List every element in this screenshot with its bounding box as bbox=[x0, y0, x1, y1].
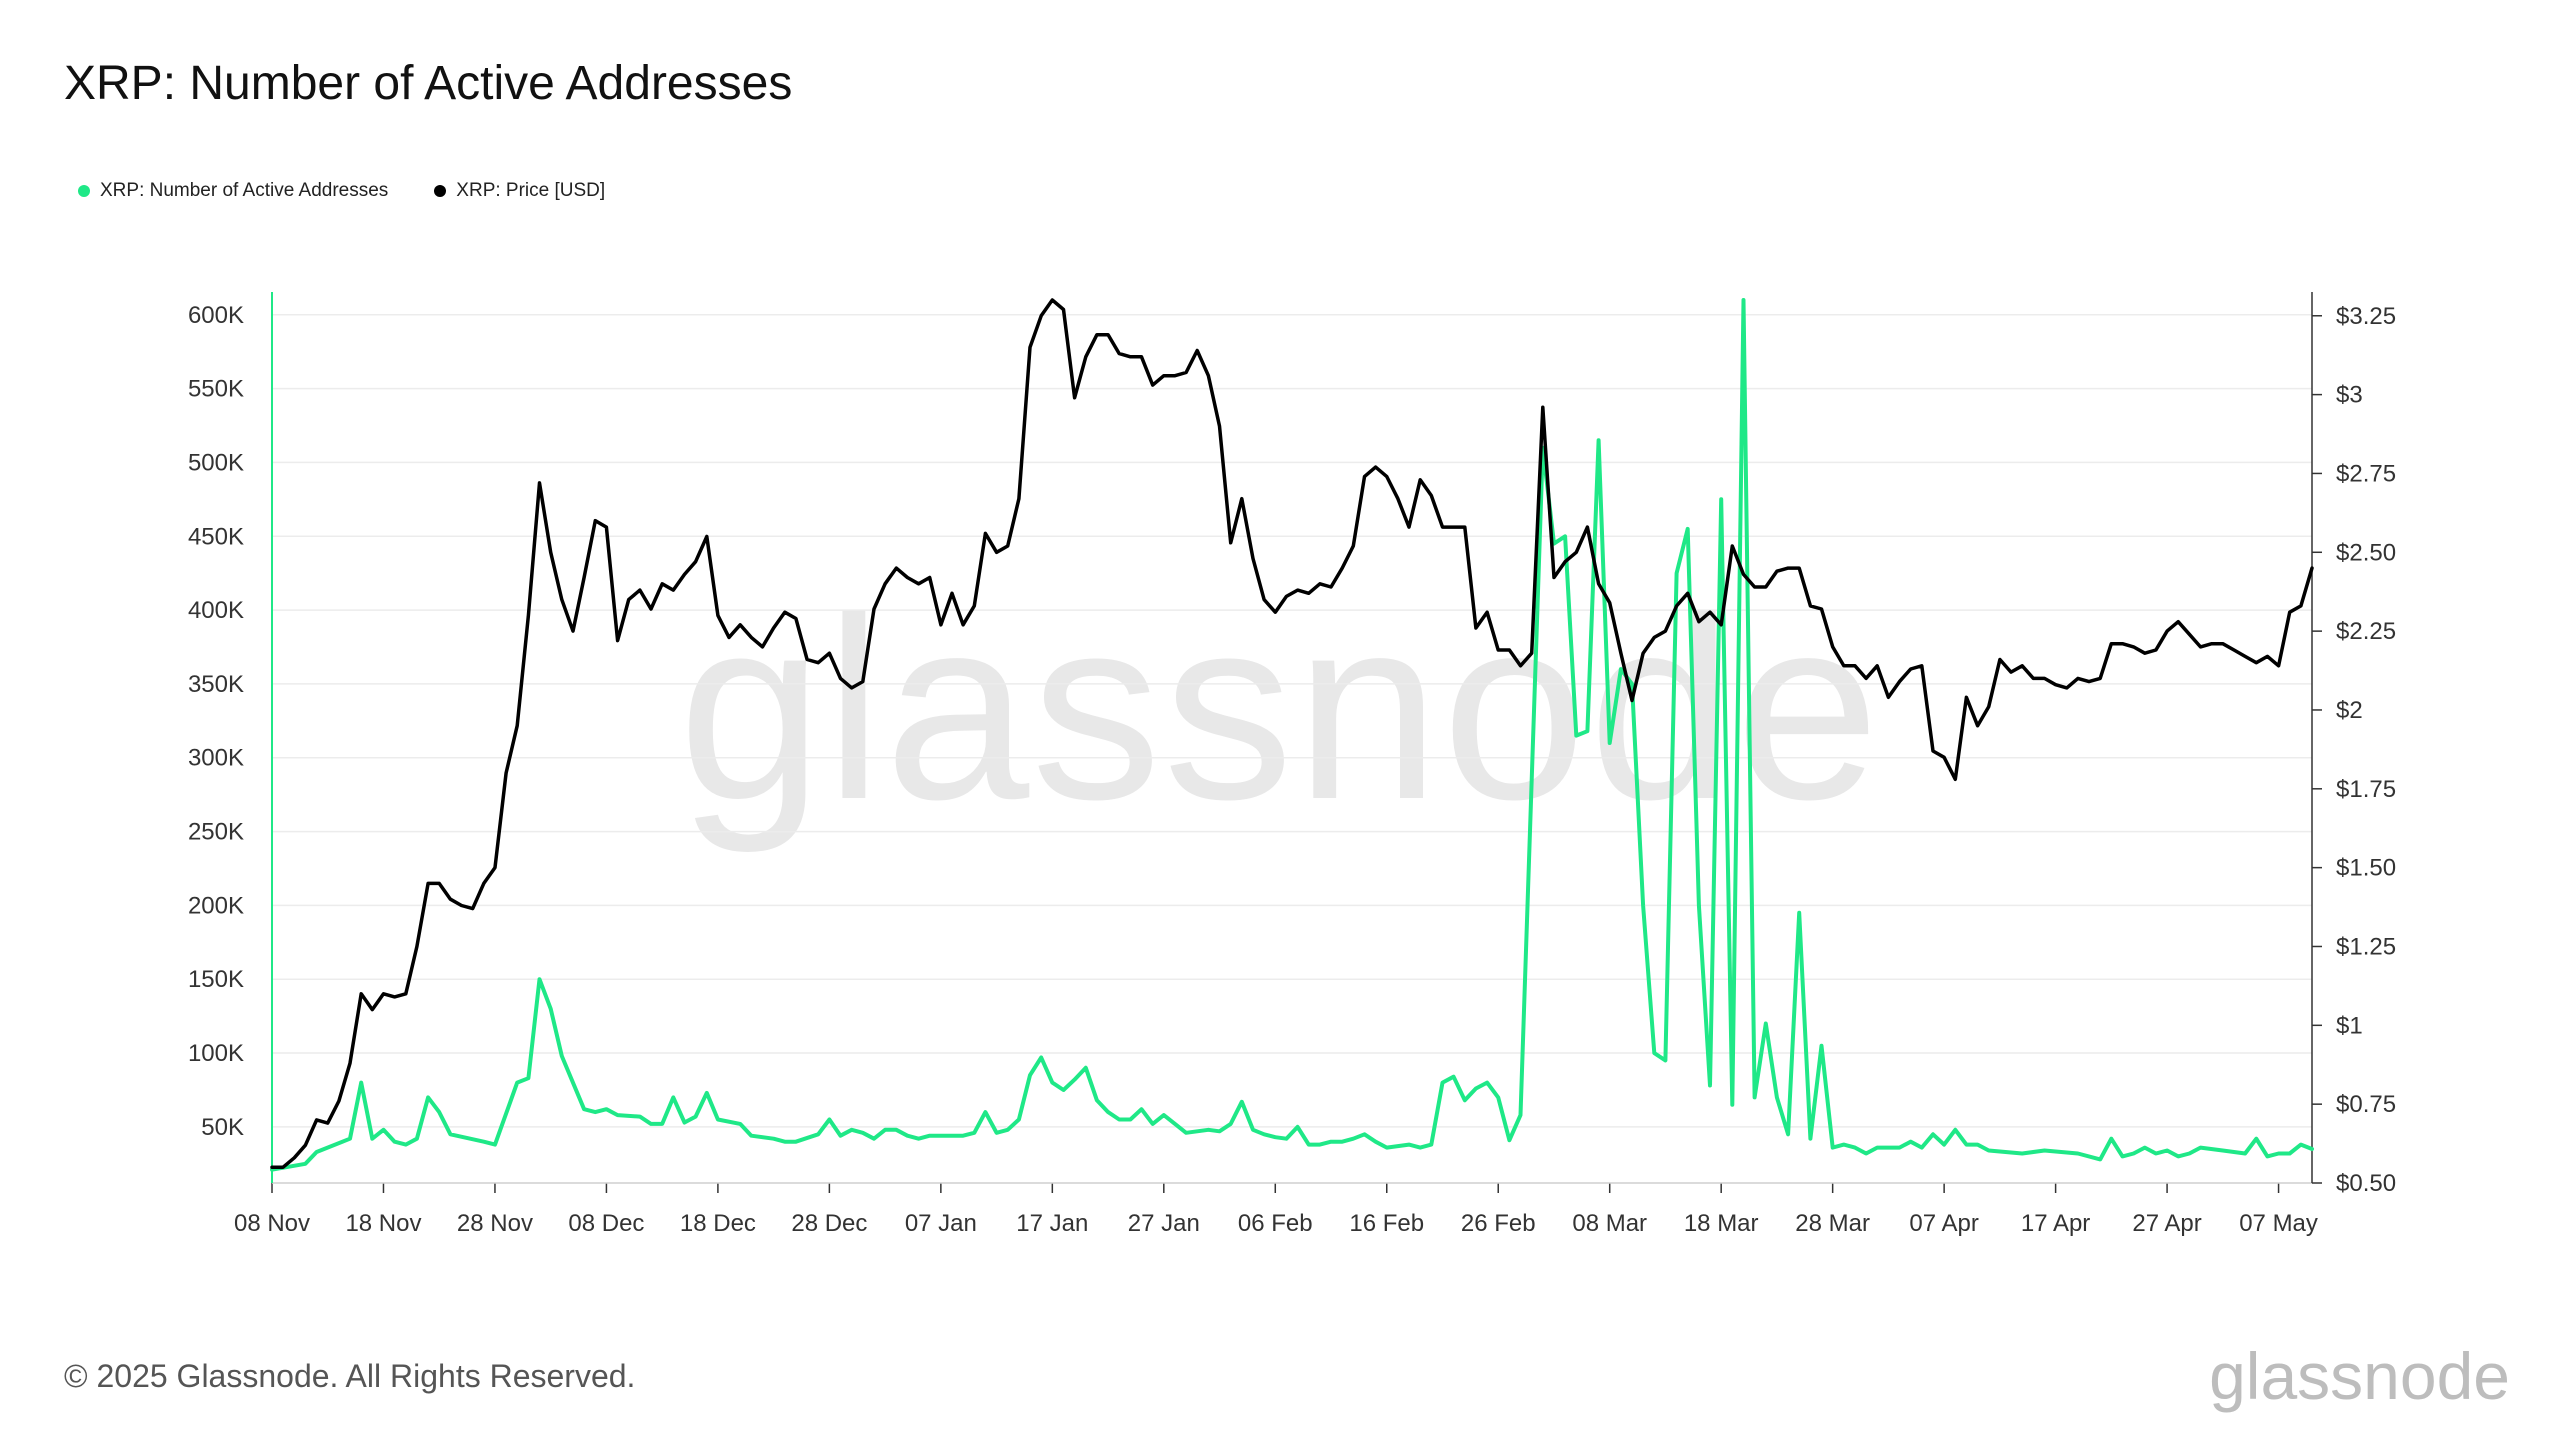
x-tick-label: 07 May bbox=[2239, 1210, 2318, 1237]
y-right-tick-label: $3.25 bbox=[2336, 303, 2396, 330]
x-tick-label: 18 Dec bbox=[680, 1210, 756, 1237]
y-left-tick-label: 100K bbox=[188, 1040, 244, 1067]
copyright-text: © 2025 Glassnode. All Rights Reserved. bbox=[64, 1358, 636, 1394]
legend-item-price[interactable]: XRP: Price [USD] bbox=[434, 180, 605, 202]
y-left-tick-label: 400K bbox=[188, 597, 244, 624]
x-tick-label: 08 Mar bbox=[1572, 1210, 1647, 1237]
price-line bbox=[270, 298, 2314, 1169]
legend-dot-icon bbox=[78, 185, 90, 197]
y-left-tick-label: 450K bbox=[188, 523, 244, 550]
x-tick-label: 17 Jan bbox=[1016, 1210, 1088, 1237]
y-right-tick-label: $1.50 bbox=[2336, 855, 2396, 882]
x-tick-label: 16 Feb bbox=[1349, 1210, 1424, 1237]
x-tick-label: 27 Jan bbox=[1128, 1210, 1200, 1237]
y-left-tick-label: 300K bbox=[188, 745, 244, 772]
x-tick-label: 18 Mar bbox=[1684, 1210, 1759, 1237]
x-tick-label: 08 Nov bbox=[234, 1210, 310, 1237]
grid-lines bbox=[272, 314, 2312, 1128]
x-tick-label: 17 Apr bbox=[2021, 1210, 2090, 1237]
y-right-tick-label: $1 bbox=[2336, 1012, 2363, 1039]
y-right-tick-label: $2.25 bbox=[2336, 618, 2396, 645]
chart-legend: XRP: Number of Active Addresses XRP: Pri… bbox=[78, 180, 605, 202]
y-right-tick-label: $0.75 bbox=[2336, 1091, 2396, 1118]
y-left-tick-label: 500K bbox=[188, 449, 244, 476]
y-right-tick-label: $2 bbox=[2336, 697, 2363, 724]
legend-item-active-addresses[interactable]: XRP: Number of Active Addresses bbox=[78, 180, 388, 202]
active-addresses-line bbox=[270, 298, 2314, 1172]
x-tick-label: 26 Feb bbox=[1461, 1210, 1536, 1237]
y-right-tick-label: $1.25 bbox=[2336, 933, 2396, 960]
legend-dot-icon bbox=[434, 185, 447, 197]
y-right-tick-label: $2.75 bbox=[2336, 460, 2396, 487]
x-tick-label: 28 Mar bbox=[1795, 1210, 1870, 1237]
y-left-tick-label: 250K bbox=[188, 819, 244, 846]
x-tick-label: 28 Nov bbox=[457, 1210, 533, 1237]
y-left-tick-label: 550K bbox=[188, 376, 244, 403]
y-left-tick-label: 600K bbox=[188, 302, 244, 329]
legend-label: XRP: Number of Active Addresses bbox=[100, 180, 389, 201]
axes: 50K 100K 150K 200K 250K 300K 350K 400K 450K 500K 5… bbox=[188, 292, 2396, 1237]
y-left-tick-label: 200K bbox=[188, 892, 244, 919]
y-right-tick-label: $2.50 bbox=[2336, 539, 2396, 566]
y-right-tick-label: $0.50 bbox=[2336, 1170, 2396, 1197]
chart-title: XRP: Number of Active Addresses bbox=[64, 57, 793, 110]
glassnode-logo: glassnode bbox=[2209, 1339, 2510, 1413]
y-right-tick-label: $3 bbox=[2336, 382, 2363, 409]
y-left-tick-label: 350K bbox=[188, 671, 244, 698]
x-tick-label: 07 Jan bbox=[905, 1210, 977, 1237]
y-left-tick-label: 150K bbox=[188, 966, 244, 993]
x-tick-label: 06 Feb bbox=[1238, 1210, 1313, 1237]
x-tick-label: 28 Dec bbox=[791, 1210, 867, 1237]
series bbox=[270, 298, 2314, 1172]
x-tick-label: 27 Apr bbox=[2132, 1210, 2201, 1237]
y-left-tick-label: 50K bbox=[201, 1114, 244, 1141]
y-right-tick-label: $1.75 bbox=[2336, 776, 2396, 803]
x-tick-label: 07 Apr bbox=[1909, 1210, 1978, 1237]
legend-label: XRP: Price [USD] bbox=[456, 180, 606, 201]
x-tick-label: 18 Nov bbox=[345, 1210, 421, 1237]
x-tick-label: 08 Dec bbox=[568, 1210, 644, 1237]
